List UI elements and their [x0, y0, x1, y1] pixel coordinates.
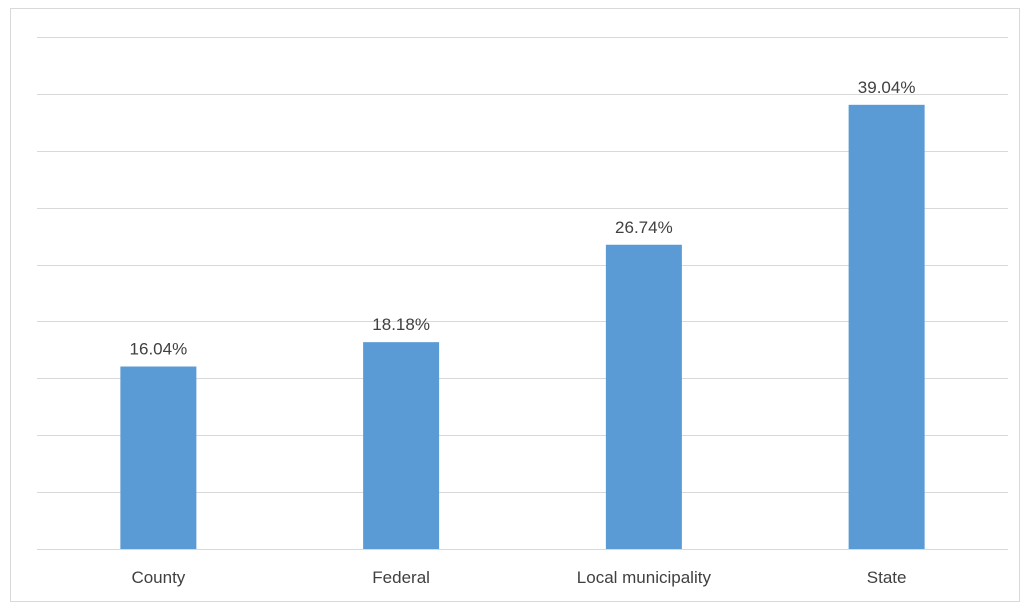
- bar-state: [848, 104, 925, 549]
- bar-county: [120, 366, 197, 549]
- bars: [120, 104, 925, 549]
- bar-federal: [363, 342, 440, 549]
- category-label: State: [867, 568, 907, 587]
- gridlines: [37, 37, 1008, 550]
- category-labels: County Federal Local municipality State: [131, 568, 906, 587]
- category-label: Local municipality: [577, 568, 712, 587]
- category-label: County: [131, 568, 185, 587]
- bar-chart: 16.04% 18.18% 26.74% 39.04% County Federal Lo…: [37, 37, 1008, 587]
- data-labels: 16.04% 18.18% 26.74% 39.04%: [130, 78, 916, 359]
- data-label: 26.74%: [615, 218, 673, 237]
- data-label: 18.18%: [372, 315, 430, 334]
- data-label: 39.04%: [858, 78, 916, 97]
- data-label: 16.04%: [130, 340, 188, 359]
- bar-local-municipality: [605, 244, 682, 549]
- chart-frame: 16.04% 18.18% 26.74% 39.04% County Federal Lo…: [10, 8, 1020, 602]
- category-label: Federal: [372, 568, 430, 587]
